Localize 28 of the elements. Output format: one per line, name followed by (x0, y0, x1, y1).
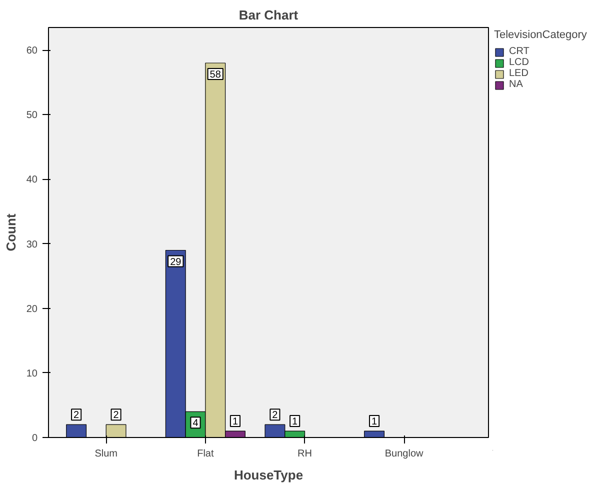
legend-title: TelevisionCategory (494, 29, 587, 41)
data-label: 29 (170, 256, 182, 268)
x-tick-label: Flat (197, 448, 214, 460)
data-label: 1 (232, 416, 238, 428)
legend-label: CRT (509, 46, 530, 57)
data-label: 2 (74, 410, 80, 422)
data-label: 2 (113, 410, 120, 422)
x-tick-label: Bunglow (384, 448, 424, 460)
data-label: 1 (372, 416, 378, 428)
y-tick-label: 0 (32, 433, 38, 444)
y-tick-label: 10 (26, 368, 38, 380)
data-label: 58 (210, 70, 222, 81)
chart-title: Bar Chart (238, 8, 299, 22)
y-tick-label: 40 (26, 174, 38, 186)
data-label: 2 (272, 410, 278, 422)
x-axis-title: HouseType (234, 468, 304, 482)
y-tick-label: 50 (26, 110, 38, 122)
legend-label: LED (509, 68, 529, 79)
y-tick-label: 20 (26, 304, 38, 315)
y-tick-label: 30 (26, 239, 38, 250)
legend-label: LCD (509, 57, 530, 68)
x-tick-label: RH (298, 448, 312, 460)
x-tick-label: Slum (94, 448, 118, 460)
y-axis-title: Count (3, 213, 18, 252)
data-label: 1 (292, 416, 298, 428)
data-label: 4 (192, 418, 199, 430)
legend-label: NA (509, 79, 524, 90)
y-tick-label: 60 (26, 46, 38, 57)
